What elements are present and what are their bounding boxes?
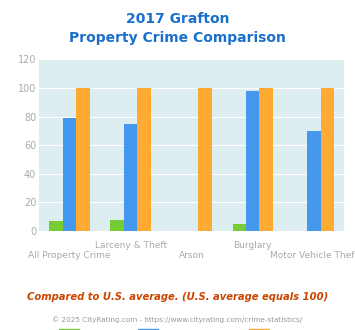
Bar — [233, 224, 246, 231]
Bar — [137, 88, 151, 231]
Bar — [260, 88, 273, 231]
Legend: Grafton, West Virginia, National: Grafton, West Virginia, National — [55, 326, 328, 330]
Bar — [307, 131, 321, 231]
Bar — [124, 124, 137, 231]
Bar — [76, 88, 90, 231]
Bar — [63, 118, 76, 231]
Bar — [246, 91, 260, 231]
Text: Arson: Arson — [179, 251, 204, 260]
Bar — [110, 219, 124, 231]
Text: © 2025 CityRating.com - https://www.cityrating.com/crime-statistics/: © 2025 CityRating.com - https://www.city… — [53, 316, 302, 323]
Text: All Property Crime: All Property Crime — [28, 251, 111, 260]
Bar — [198, 88, 212, 231]
Bar — [49, 221, 63, 231]
Text: Larceny & Theft: Larceny & Theft — [94, 241, 167, 250]
Text: Property Crime Comparison: Property Crime Comparison — [69, 31, 286, 45]
Bar — [321, 88, 334, 231]
Text: 2017 Grafton: 2017 Grafton — [126, 12, 229, 25]
Text: Burglary: Burglary — [234, 241, 272, 250]
Text: Motor Vehicle Theft: Motor Vehicle Theft — [270, 251, 355, 260]
Text: Compared to U.S. average. (U.S. average equals 100): Compared to U.S. average. (U.S. average … — [27, 292, 328, 302]
